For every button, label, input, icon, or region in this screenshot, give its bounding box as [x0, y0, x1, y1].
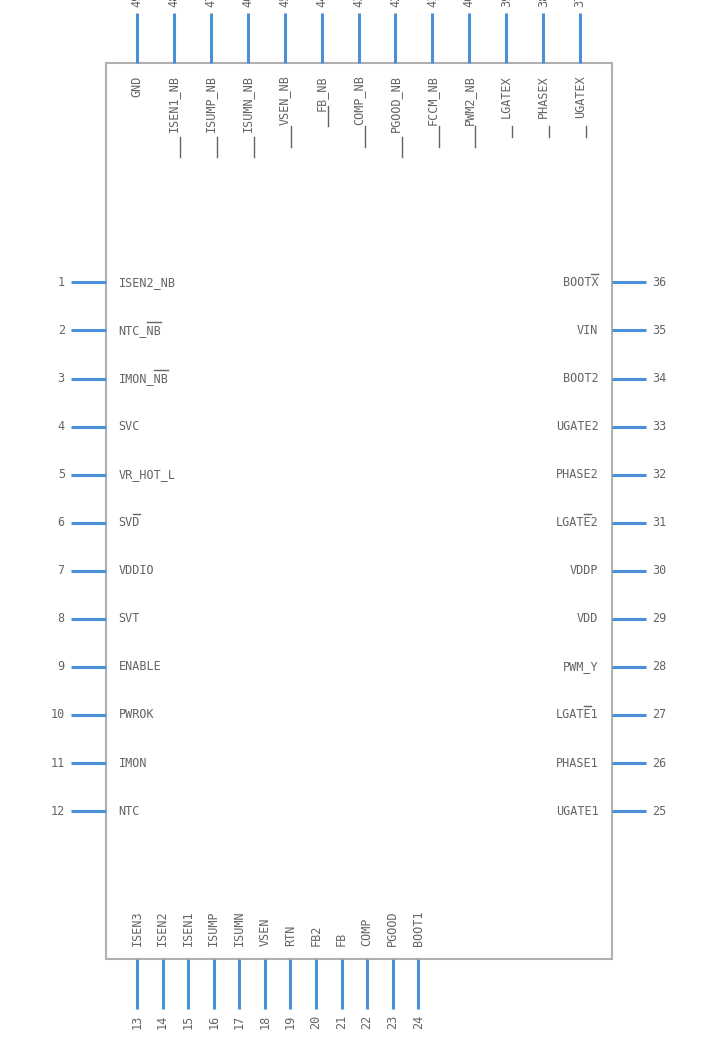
Text: 34: 34: [652, 372, 667, 385]
Text: ISEN2: ISEN2: [156, 911, 169, 946]
Text: 39: 39: [500, 0, 513, 7]
Text: ISUMP: ISUMP: [207, 911, 220, 946]
Text: UGATEX: UGATEX: [574, 75, 587, 118]
Text: 42: 42: [389, 0, 402, 7]
Text: 12: 12: [50, 805, 65, 817]
Text: PGOOD: PGOOD: [386, 911, 399, 946]
Text: 15: 15: [181, 1014, 194, 1029]
Text: 17: 17: [233, 1014, 246, 1029]
Text: VIN: VIN: [577, 324, 598, 337]
Text: NTC: NTC: [119, 805, 140, 817]
Text: IMON_NB: IMON_NB: [119, 372, 169, 385]
Text: 1: 1: [58, 276, 65, 289]
Text: ISEN2_NB: ISEN2_NB: [119, 276, 175, 289]
Text: VDDIO: VDDIO: [119, 564, 154, 577]
Text: FCCM_NB: FCCM_NB: [426, 75, 439, 126]
Text: LGATE1: LGATE1: [555, 708, 598, 721]
Text: 6: 6: [58, 517, 65, 529]
Text: 10: 10: [50, 708, 65, 721]
Bar: [106, 63, 612, 959]
Text: 8: 8: [58, 612, 65, 626]
Text: FB_NB: FB_NB: [315, 75, 328, 111]
Text: UGATE2: UGATE2: [555, 420, 598, 433]
Text: RTN: RTN: [284, 925, 297, 946]
Text: 45: 45: [278, 0, 291, 7]
Text: PWM2_NB: PWM2_NB: [463, 75, 476, 126]
Text: 28: 28: [652, 660, 667, 674]
Text: IMON: IMON: [119, 757, 147, 769]
Text: 32: 32: [652, 468, 667, 481]
Text: ISUMP_NB: ISUMP_NB: [205, 75, 217, 132]
Text: 25: 25: [652, 805, 667, 817]
Text: ISUMN: ISUMN: [233, 911, 246, 946]
Text: BOOT2: BOOT2: [563, 372, 598, 385]
Text: ISEN1: ISEN1: [181, 911, 194, 946]
Text: 3: 3: [58, 372, 65, 385]
Text: BOOTX: BOOTX: [563, 276, 598, 289]
Text: NTC_NB: NTC_NB: [119, 324, 162, 337]
Text: 18: 18: [258, 1014, 272, 1029]
Text: 41: 41: [426, 0, 439, 7]
Text: 27: 27: [652, 708, 667, 721]
Text: PGOOD_NB: PGOOD_NB: [389, 75, 402, 132]
Text: 36: 36: [652, 276, 667, 289]
Text: 40: 40: [463, 0, 476, 7]
Text: 16: 16: [207, 1014, 220, 1029]
Text: 49: 49: [130, 0, 143, 7]
Text: 24: 24: [412, 1014, 424, 1029]
Text: LGATE2: LGATE2: [555, 517, 598, 529]
Text: PWM_Y: PWM_Y: [563, 660, 598, 674]
Text: ISEN3: ISEN3: [130, 911, 143, 946]
Text: VDDP: VDDP: [570, 564, 598, 577]
Text: FB: FB: [335, 932, 348, 946]
Text: 44: 44: [315, 0, 328, 7]
Text: 11: 11: [50, 757, 65, 769]
Text: 23: 23: [386, 1014, 399, 1029]
Text: PHASE1: PHASE1: [555, 757, 598, 769]
Text: 38: 38: [537, 0, 550, 7]
Text: BOOT1: BOOT1: [412, 911, 424, 946]
Text: 35: 35: [652, 324, 667, 337]
Text: 21: 21: [335, 1014, 348, 1029]
Text: VSEN: VSEN: [258, 918, 272, 946]
Text: 29: 29: [652, 612, 667, 626]
Text: ISUMN_NB: ISUMN_NB: [241, 75, 254, 132]
Text: LGATEX: LGATEX: [500, 75, 513, 118]
Text: 7: 7: [58, 564, 65, 577]
Text: 37: 37: [574, 0, 587, 7]
Text: 9: 9: [58, 660, 65, 674]
Text: SVT: SVT: [119, 612, 140, 626]
Text: COMP_NB: COMP_NB: [352, 75, 365, 126]
Text: 13: 13: [130, 1014, 143, 1029]
Text: VSEN_NB: VSEN_NB: [278, 75, 291, 126]
Text: PWROK: PWROK: [119, 708, 154, 721]
Text: 47: 47: [205, 0, 217, 7]
Text: 48: 48: [167, 0, 181, 7]
Text: VDD: VDD: [577, 612, 598, 626]
Text: 20: 20: [309, 1014, 323, 1029]
Text: COMP: COMP: [360, 918, 373, 946]
Text: VR_HOT_L: VR_HOT_L: [119, 468, 175, 481]
Text: 19: 19: [284, 1014, 297, 1029]
Text: 14: 14: [156, 1014, 169, 1029]
Text: 4: 4: [58, 420, 65, 433]
Text: 2: 2: [58, 324, 65, 337]
Text: 26: 26: [652, 757, 667, 769]
Text: PHASEX: PHASEX: [537, 75, 550, 118]
Text: GND: GND: [130, 75, 143, 96]
Text: 30: 30: [652, 564, 667, 577]
Text: 46: 46: [241, 0, 254, 7]
Text: 22: 22: [360, 1014, 373, 1029]
Text: FB2: FB2: [309, 925, 323, 946]
Text: ENABLE: ENABLE: [119, 660, 162, 674]
Text: 31: 31: [652, 517, 667, 529]
Text: UGATE1: UGATE1: [555, 805, 598, 817]
Text: 5: 5: [58, 468, 65, 481]
Text: ISEN1_NB: ISEN1_NB: [167, 75, 181, 132]
Text: 43: 43: [352, 0, 365, 7]
Text: SVC: SVC: [119, 420, 140, 433]
Text: PHASE2: PHASE2: [555, 468, 598, 481]
Text: SVD: SVD: [119, 517, 140, 529]
Text: 33: 33: [652, 420, 667, 433]
